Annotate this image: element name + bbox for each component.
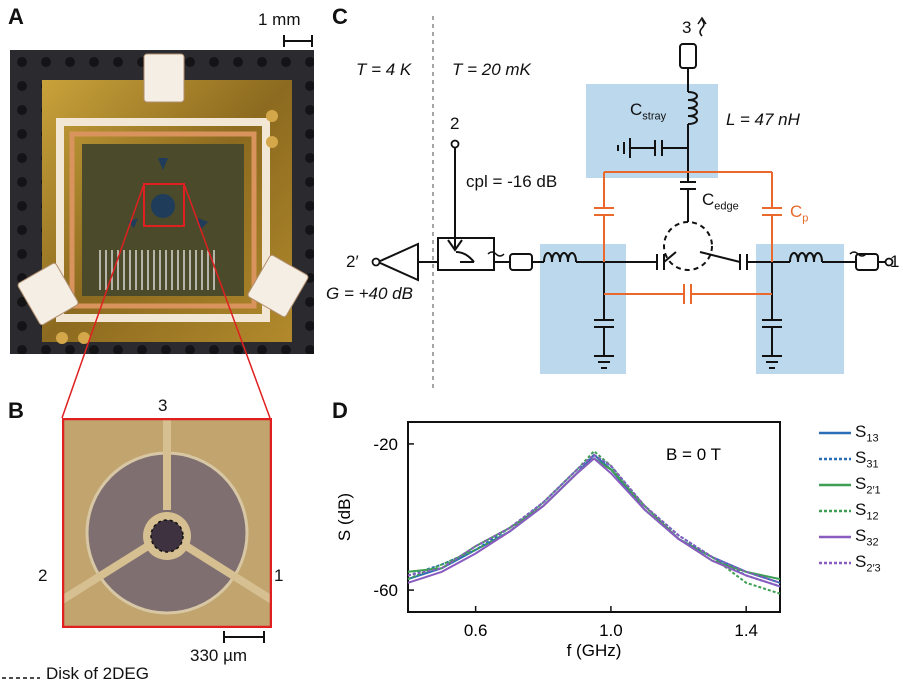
y-tick-label: -20 — [373, 435, 398, 454]
circuit-port-2prime: 2′ — [346, 252, 359, 271]
legend-swatch — [819, 431, 851, 435]
panel-b-port-2: 2 — [38, 566, 48, 585]
legend-label: S13 — [855, 422, 879, 444]
legend-label-symbol: S — [855, 525, 867, 545]
c-p-symbol: C — [790, 202, 803, 221]
sample-micrograph — [62, 418, 272, 628]
legend-label: S2′1 — [855, 474, 881, 496]
plot-frame — [407, 421, 781, 613]
panel-c-label: C — [332, 4, 348, 29]
legend-label-subscript: 13 — [866, 432, 879, 445]
c-edge-subscript: edge — [714, 200, 739, 213]
transmission-chart: 0.6 1.0 1.4 -20 -60 B = 0 T S (dB) f (GHz) — [335, 421, 781, 660]
panel-b-label: B — [8, 398, 24, 423]
legend-label-subscript: 31 — [866, 458, 879, 471]
legend-swatch — [819, 561, 851, 565]
legend-entry: S2′1 — [818, 472, 902, 498]
legend-label-symbol: S — [855, 447, 867, 467]
panel-a-label: A — [8, 4, 24, 29]
series-line-s31 — [407, 453, 781, 588]
plot-ticks: 0.6 1.0 1.4 -20 -60 — [373, 435, 758, 640]
c-stray-subscript: stray — [642, 110, 667, 123]
panel-b-port-1: 1 — [274, 566, 284, 585]
x-tick-label: 0.6 — [464, 621, 488, 640]
legend-label-subscript: 2′1 — [866, 484, 881, 497]
panel-b-scale-label: 330 µm — [190, 646, 248, 665]
legend-label-symbol: S — [855, 499, 867, 519]
panel-a-scale-label: 1 mm — [258, 10, 301, 29]
legend-label-subscript: 32 — [866, 536, 879, 549]
chart-legend: S13 S31 S2′1 S12 S32 S2′3 — [818, 420, 902, 576]
legend-label: S32 — [855, 526, 879, 548]
legend-entry: S32 — [818, 524, 902, 550]
circuit-port-3: 3 — [682, 18, 692, 37]
legend-entry: S2′3 — [818, 550, 902, 576]
legend-label: S2′3 — [855, 552, 881, 574]
c-p-subscript: p — [802, 212, 809, 225]
y-tick-label: -60 — [373, 581, 398, 600]
legend-entry: S13 — [818, 420, 902, 446]
circuit-port-2: 2 — [450, 114, 460, 133]
legend-label-symbol: S — [855, 473, 867, 493]
legend-label-symbol: S — [855, 421, 867, 441]
legend-entry: S31 — [818, 446, 902, 472]
amplifier-gain: G = +40 dB — [326, 284, 413, 303]
x-axis-label: f (GHz) — [567, 641, 622, 660]
legend-label: S12 — [855, 500, 879, 522]
circuit-diagram — [371, 16, 894, 390]
temperature-4k: T = 4 K — [356, 60, 412, 79]
y-axis-label: S (dB) — [335, 493, 354, 541]
panel-b-scale-bar — [223, 631, 265, 643]
series-line-s23 — [407, 453, 781, 584]
legend-swatch — [819, 457, 851, 461]
coupler-label: cpl = -16 dB — [466, 172, 558, 191]
chip-photo — [10, 50, 314, 354]
disk-legend-label: Disk of 2DEG — [46, 664, 149, 683]
legend-label-subscript: 12 — [866, 510, 879, 523]
legend-label-symbol: S — [855, 551, 867, 571]
legend-label-subscript: 2′3 — [866, 562, 881, 575]
c-edge-label: Cedge — [702, 190, 739, 212]
c-stray-symbol: C — [630, 100, 643, 119]
plot-series — [407, 449, 781, 595]
c-p-label: Cp — [790, 202, 808, 224]
temperature-20mk: T = 20 mK — [452, 60, 531, 79]
legend-swatch — [819, 509, 851, 513]
legend-swatch — [819, 535, 851, 539]
panel-b-port-3: 3 — [158, 396, 168, 415]
series-line-s32 — [407, 457, 781, 588]
x-tick-label: 1.0 — [599, 621, 623, 640]
panel-a-scale-bar — [283, 35, 313, 47]
legend-label: S31 — [855, 448, 879, 470]
legend-entry: S12 — [818, 498, 902, 524]
c-stray-label: Cstray — [630, 100, 666, 122]
x-tick-label: 1.4 — [734, 621, 758, 640]
legend-swatch — [819, 483, 851, 487]
disk-legend-swatch — [2, 677, 40, 679]
circuit-port-1: 1 — [890, 252, 900, 271]
chart-annotation: B = 0 T — [666, 445, 721, 464]
inductance-label: L = 47 nH — [726, 110, 800, 129]
c-edge-symbol: C — [702, 190, 715, 209]
panel-d-label: D — [332, 398, 348, 423]
zoom-lines — [61, 183, 271, 419]
